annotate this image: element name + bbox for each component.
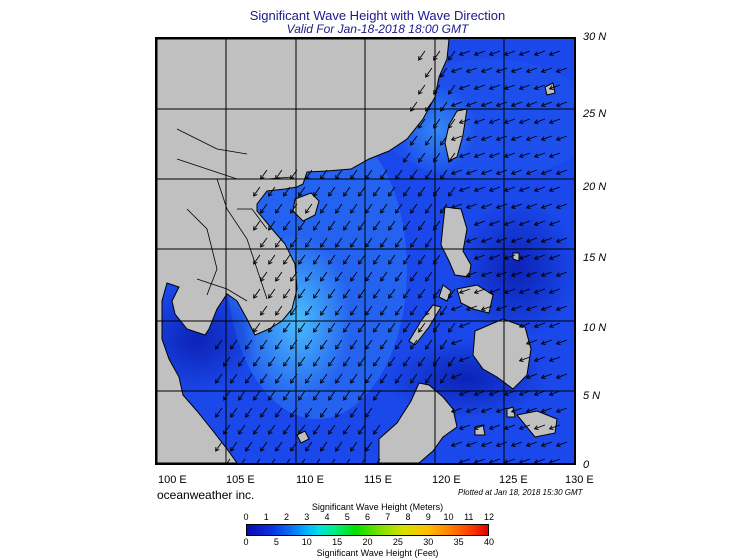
colorbar bbox=[246, 524, 489, 536]
colorbar-feet-tick: 15 bbox=[332, 537, 343, 547]
map-subtitle: Valid For Jan-18-2018 18:00 GMT bbox=[286, 22, 469, 36]
land-luzon bbox=[440, 206, 472, 278]
colorbar-meters-tick: 3 bbox=[304, 512, 310, 522]
lat-label-0: 0 bbox=[583, 459, 590, 471]
colorbar-meters-tick: 12 bbox=[483, 512, 495, 522]
colorbar-meters-tick: 7 bbox=[385, 512, 391, 522]
lat-label-10n: 10 N bbox=[583, 322, 607, 334]
plotted-timestamp: Plotted at Jan 18, 2018 15:30 GMT bbox=[458, 488, 583, 497]
colorbar-feet-tick: 25 bbox=[392, 537, 403, 547]
lon-label-100e: 100 E bbox=[158, 474, 187, 486]
colorbar-feet-tick: 35 bbox=[453, 537, 464, 547]
colorbar-meters-tick: 6 bbox=[364, 512, 371, 522]
colorbar-meters-tick: 10 bbox=[443, 512, 454, 522]
lon-label-105e: 105 E bbox=[226, 474, 255, 486]
map-title: Significant Wave Height with Wave Direct… bbox=[249, 8, 506, 23]
lon-label-125e: 125 E bbox=[499, 474, 528, 486]
lat-label-15n: 15 N bbox=[583, 252, 607, 264]
wave-map bbox=[155, 37, 576, 465]
colorbar-feet-tick: 20 bbox=[362, 537, 373, 547]
land-asia-mainland bbox=[157, 39, 450, 463]
lon-label-110e: 110 E bbox=[296, 474, 324, 486]
graticule bbox=[157, 39, 574, 463]
lon-label-120e: 120 E bbox=[432, 474, 461, 486]
brand-label: oceanweather inc. bbox=[157, 488, 255, 502]
colorbar-meters-tick: 5 bbox=[344, 512, 350, 522]
colorbar-meters-tick: 9 bbox=[425, 512, 431, 522]
lat-label-20n: 20 N bbox=[583, 181, 607, 193]
land-borneo bbox=[378, 382, 458, 463]
lat-label-25n: 25 N bbox=[583, 108, 607, 120]
colorbar-feet-tick: 30 bbox=[423, 537, 434, 547]
lat-label-30n: 30 N bbox=[583, 31, 607, 43]
colorbar-meters-tick: 1 bbox=[263, 512, 269, 522]
lat-label-5n: 5 N bbox=[583, 390, 601, 402]
lon-label-115e: 115 E bbox=[364, 474, 392, 486]
colorbar-feet-title: Significant Wave Height (Feet) bbox=[316, 548, 439, 558]
colorbar-feet-tick: 0 bbox=[243, 537, 249, 547]
wave-map-canvas bbox=[157, 39, 574, 463]
colorbar-meters-tick: 4 bbox=[324, 512, 330, 522]
colorbar-feet-tick: 10 bbox=[301, 537, 312, 547]
colorbar-meters-tick: 8 bbox=[405, 512, 411, 522]
land-hainan bbox=[292, 192, 320, 222]
colorbar-feet-tick: 40 bbox=[483, 537, 495, 547]
wave-direction-arrows bbox=[215, 50, 568, 463]
land-mindanao bbox=[472, 318, 532, 390]
lon-label-130e: 130 E bbox=[565, 474, 594, 486]
colorbar-feet-tick: 5 bbox=[273, 537, 279, 547]
colorbar-meters-tick: 2 bbox=[283, 512, 290, 522]
colorbar-meters-tick: 11 bbox=[464, 512, 474, 522]
colorbar-meters-title: Significant Wave Height (Meters) bbox=[311, 502, 444, 512]
colorbar-meters-tick: 0 bbox=[243, 512, 249, 522]
